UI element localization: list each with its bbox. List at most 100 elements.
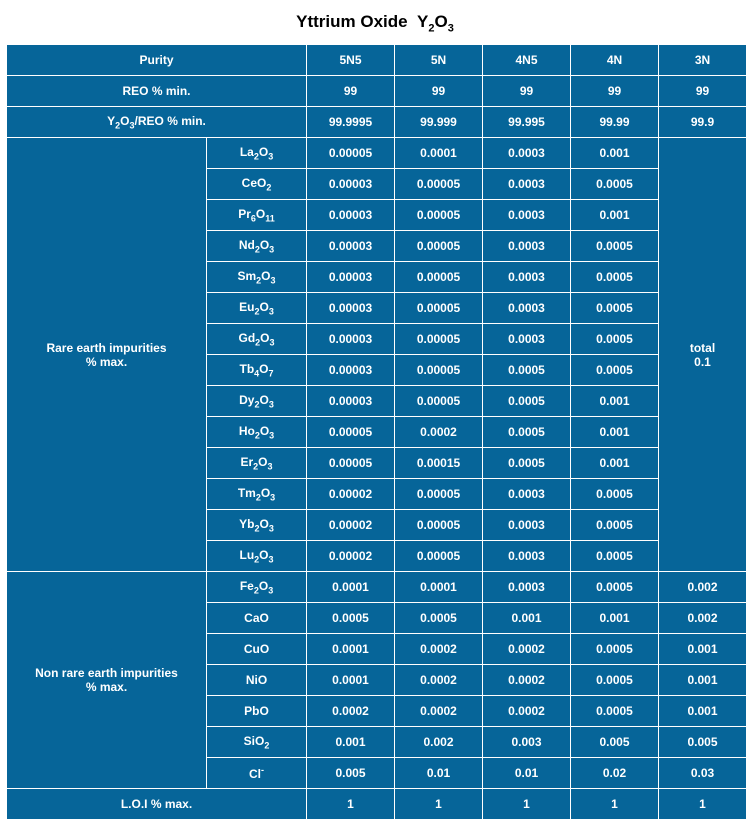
y2o3reo-val-4: 99.9: [659, 107, 747, 138]
rare-val-10-0: 0.00005: [307, 448, 395, 479]
nonrare-val-2-3: 0.0005: [571, 634, 659, 665]
reo-val-2: 99: [483, 76, 571, 107]
header-grade-4: 3N: [659, 45, 747, 76]
rare-val-6-3: 0.0005: [571, 324, 659, 355]
rare-val-1-1: 0.00005: [395, 169, 483, 200]
rare-val-5-3: 0.0005: [571, 293, 659, 324]
nonrare-val-4-1: 0.0002: [395, 696, 483, 727]
rare-val-13-1: 0.00005: [395, 541, 483, 572]
rare-val-13-0: 0.00002: [307, 541, 395, 572]
rare-compound-12: Yb2O3: [207, 510, 307, 541]
rare-val-7-1: 0.00005: [395, 355, 483, 386]
spec-table: Purity5N55N4N54N3NREO % min.9999999999Y2…: [6, 44, 747, 820]
rare-val-12-1: 0.00005: [395, 510, 483, 541]
nonrare-val-1-3: 0.001: [571, 603, 659, 634]
rare-compound-9: Ho2O3: [207, 417, 307, 448]
rare-val-13-2: 0.0003: [483, 541, 571, 572]
nonrare-val-3-3: 0.0005: [571, 665, 659, 696]
nonrare-val-0-1: 0.0001: [395, 572, 483, 603]
rare-compound-0: La2O3: [207, 138, 307, 169]
loi-label: L.O.I % max.: [7, 789, 307, 820]
header-grade-1: 5N: [395, 45, 483, 76]
rare-compound-7: Tb4O7: [207, 355, 307, 386]
rare-val-7-3: 0.0005: [571, 355, 659, 386]
rare-val-9-2: 0.0005: [483, 417, 571, 448]
rare-val-1-3: 0.0005: [571, 169, 659, 200]
rare-val-6-2: 0.0003: [483, 324, 571, 355]
rare-val-9-1: 0.0002: [395, 417, 483, 448]
rare-compound-5: Eu2O3: [207, 293, 307, 324]
nonrare-val-5-2: 0.003: [483, 727, 571, 758]
rare-val-9-3: 0.001: [571, 417, 659, 448]
nonrare-val-3-2: 0.0002: [483, 665, 571, 696]
nonrare-val-0-4: 0.002: [659, 572, 747, 603]
nonrare-val-1-0: 0.0005: [307, 603, 395, 634]
rare-val-11-0: 0.00002: [307, 479, 395, 510]
rare-val-6-0: 0.00003: [307, 324, 395, 355]
y2o3reo-val-3: 99.99: [571, 107, 659, 138]
rare-val-8-1: 0.00005: [395, 386, 483, 417]
header-purity: Purity: [7, 45, 307, 76]
nonrare-val-5-1: 0.002: [395, 727, 483, 758]
reo-val-3: 99: [571, 76, 659, 107]
y2o3reo-val-1: 99.999: [395, 107, 483, 138]
nonrare-compound-0: Fe2O3: [207, 572, 307, 603]
rare-val-7-0: 0.00003: [307, 355, 395, 386]
rare-val-1-0: 0.00003: [307, 169, 395, 200]
nonrare-val-3-0: 0.0001: [307, 665, 395, 696]
loi-val-3: 1: [571, 789, 659, 820]
nonrare-val-1-4: 0.002: [659, 603, 747, 634]
rare-val-2-3: 0.001: [571, 200, 659, 231]
rare-val-2-0: 0.00003: [307, 200, 395, 231]
nonrare-compound-4: PbO: [207, 696, 307, 727]
nonrare-compound-6: Cl-: [207, 758, 307, 789]
nonrare-val-2-0: 0.0001: [307, 634, 395, 665]
nonrare-val-5-0: 0.001: [307, 727, 395, 758]
rare-val-4-1: 0.00005: [395, 262, 483, 293]
rare-val-7-2: 0.0005: [483, 355, 571, 386]
nonrare-compound-3: NiO: [207, 665, 307, 696]
nonrare-val-5-4: 0.005: [659, 727, 747, 758]
rare-val-11-2: 0.0003: [483, 479, 571, 510]
nonrare-compound-2: CuO: [207, 634, 307, 665]
rare-val-0-2: 0.0003: [483, 138, 571, 169]
nonrare-val-4-0: 0.0002: [307, 696, 395, 727]
rare-val-10-1: 0.00015: [395, 448, 483, 479]
rare-val-2-2: 0.0003: [483, 200, 571, 231]
nonrare-val-6-3: 0.02: [571, 758, 659, 789]
nonrare-val-5-3: 0.005: [571, 727, 659, 758]
rare-val-12-0: 0.00002: [307, 510, 395, 541]
rare-val-8-2: 0.0005: [483, 386, 571, 417]
rare-val-8-0: 0.00003: [307, 386, 395, 417]
reo-val-1: 99: [395, 76, 483, 107]
nonrare-val-6-2: 0.01: [483, 758, 571, 789]
nonrare-val-6-1: 0.01: [395, 758, 483, 789]
page-title: Yttrium Oxide Y2O3: [6, 6, 744, 44]
loi-val-4: 1: [659, 789, 747, 820]
rare-total: total0.1: [659, 138, 747, 572]
rare-val-4-0: 0.00003: [307, 262, 395, 293]
rare-val-2-1: 0.00005: [395, 200, 483, 231]
rare-val-1-2: 0.0003: [483, 169, 571, 200]
rare-val-3-2: 0.0003: [483, 231, 571, 262]
nonrare-compound-1: CaO: [207, 603, 307, 634]
nonrare-val-3-4: 0.001: [659, 665, 747, 696]
rare-compound-10: Er2O3: [207, 448, 307, 479]
nonrare-val-2-4: 0.001: [659, 634, 747, 665]
rare-val-8-3: 0.001: [571, 386, 659, 417]
nonrare-val-4-2: 0.0002: [483, 696, 571, 727]
header-grade-0: 5N5: [307, 45, 395, 76]
rare-compound-13: Lu2O3: [207, 541, 307, 572]
loi-val-0: 1: [307, 789, 395, 820]
rare-val-0-3: 0.001: [571, 138, 659, 169]
y2o3reo-label: Y2O3/REO % min.: [7, 107, 307, 138]
reo-label: REO % min.: [7, 76, 307, 107]
rare-val-11-1: 0.00005: [395, 479, 483, 510]
rare-val-13-3: 0.0005: [571, 541, 659, 572]
nonrare-val-0-0: 0.0001: [307, 572, 395, 603]
rare-compound-8: Dy2O3: [207, 386, 307, 417]
rare-val-12-3: 0.0005: [571, 510, 659, 541]
rare-label: Rare earth impurities% max.: [7, 138, 207, 572]
y2o3reo-val-2: 99.995: [483, 107, 571, 138]
rare-val-3-3: 0.0005: [571, 231, 659, 262]
